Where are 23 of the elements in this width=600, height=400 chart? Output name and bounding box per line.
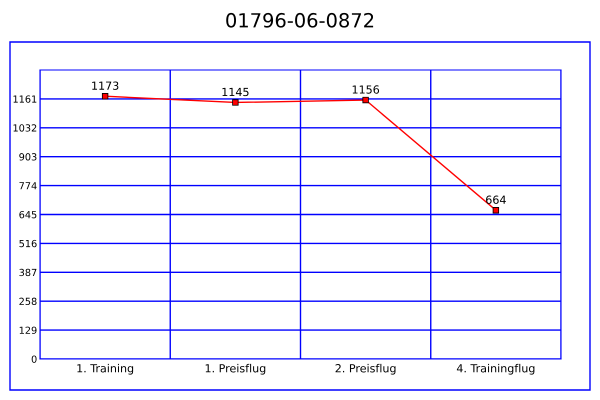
y-tick-label: 387 [19, 268, 36, 276]
y-tick-label: 903 [19, 153, 36, 161]
x-tick-label: 1. Preisflug [206, 364, 266, 375]
y-tick-label: 0 [32, 355, 37, 363]
y-tick-label: 645 [19, 210, 36, 218]
point [492, 207, 500, 214]
chart-title: 01796-06-0872 [226, 12, 374, 28]
y-tick-label: 1161 [14, 95, 36, 103]
point [362, 96, 369, 104]
data-label: 1156 [352, 85, 380, 94]
y-tick-label: 516 [19, 240, 37, 248]
y-tick-label: 129 [20, 326, 37, 334]
x-tick-label: 1. Training [77, 364, 134, 375]
y-tick-label: 258 [19, 298, 37, 306]
data-label: 664 [486, 196, 506, 204]
data-label: 1145 [222, 88, 249, 96]
x-tick-label: 2. Preisflug [336, 364, 396, 375]
point [102, 93, 108, 100]
y-tick-label: 774 [19, 182, 37, 190]
data-label: 1173 [92, 81, 118, 90]
point [232, 99, 239, 106]
x-tick-label: 4. Trainingflug [456, 364, 534, 375]
y-tick-label: 1032 [14, 124, 36, 132]
